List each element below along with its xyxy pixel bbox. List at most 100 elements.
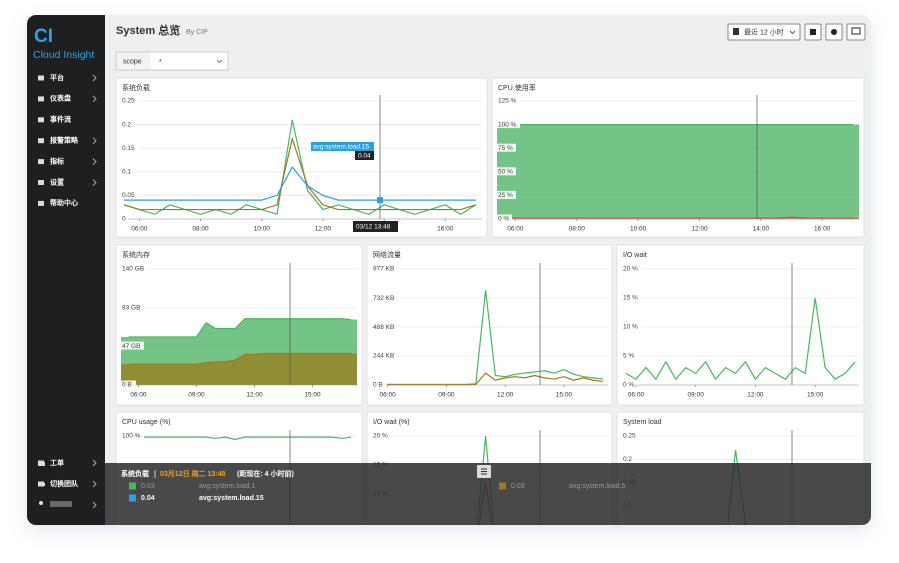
panel-title: I/O wait [623, 252, 647, 259]
series-line [625, 297, 856, 381]
menu-item[interactable]: 仪表盘 [49, 94, 71, 103]
icon [851, 27, 861, 35]
y-tick-label: 20 % [373, 433, 388, 440]
tooltip-name: avg:system.load.15 [313, 144, 369, 151]
x-tick-label: 14:00 [753, 226, 770, 233]
y-tick-label-bg [497, 167, 516, 176]
icon [810, 29, 816, 35]
y-tick-label-bg [622, 431, 641, 440]
logo: CI [34, 26, 53, 47]
scope-value[interactable]: * [159, 59, 162, 66]
legend-swatch [129, 482, 136, 490]
y-tick-label: 0 % [498, 216, 509, 223]
y-tick-label-bg [372, 264, 399, 273]
menu-icon [38, 180, 44, 185]
y-tick-label: 0 [122, 216, 126, 223]
chevron [92, 501, 97, 509]
y-tick-label: 0 % [623, 382, 634, 389]
y-tick-label-bg [622, 380, 637, 389]
y-tick-label-bg [121, 96, 140, 105]
y-tick-label-bg [121, 431, 144, 440]
area-line [500, 216, 853, 219]
x-tick-label: 12:00 [246, 392, 263, 399]
user-name-blurred[interactable] [50, 501, 72, 507]
y-tick-label-bg [372, 351, 399, 360]
chevron [92, 158, 97, 165]
y-tick-label-bg [121, 341, 144, 350]
x-tick-label: 12:00 [315, 226, 332, 233]
legend-name: avg:system.load.1 [199, 483, 256, 490]
y-tick-label-bg [622, 322, 641, 331]
series-line [123, 136, 477, 211]
y-tick-label: 0.2 [122, 121, 131, 128]
y-tick-label: 0.25 [122, 98, 135, 105]
x-tick-label: 10:00 [254, 226, 271, 233]
y-tick-label-bg [497, 214, 512, 223]
page-title: System 总览 [116, 23, 180, 37]
menu-item[interactable]: 事件流 [50, 115, 71, 124]
axis-hover-label: 03/12 13:48 [356, 224, 391, 231]
axis-hover-bg [353, 221, 398, 232]
tv-mode-button[interactable] [846, 23, 866, 41]
y-tick-label-bg [121, 214, 128, 223]
x-tick-label: 06:00 [131, 226, 148, 233]
menu-item[interactable]: 工单 [50, 458, 64, 467]
chevron [216, 59, 223, 64]
legend-name: avg:system.load.5 [569, 483, 626, 490]
y-tick-label-bg [497, 143, 516, 152]
y-tick-label: 15 % [623, 295, 638, 302]
y-tick-label: 140 GB [122, 266, 144, 273]
tooltip-value-bg [355, 151, 374, 160]
menu-item[interactable]: 指标 [50, 156, 64, 165]
y-tick-label: 0 B [122, 382, 132, 389]
x-tick-label: 15:00 [304, 392, 321, 399]
time-range[interactable]: 最近 12 小时 [744, 27, 784, 36]
y-tick-label: 0.15 [122, 145, 135, 152]
y-tick-label: 125 % [498, 98, 517, 105]
y-tick-label: 488 KB [373, 324, 394, 331]
menu-item[interactable]: 报警策略 [50, 136, 79, 145]
y-tick-label-bg [622, 351, 637, 360]
x-tick-label: 06:00 [507, 226, 524, 233]
icon [831, 29, 837, 35]
y-tick-label: 0.1 [122, 169, 131, 176]
time-range-button[interactable] [727, 23, 801, 41]
y-tick-label-bg [121, 303, 144, 312]
x-tick-label: 10:00 [630, 226, 647, 233]
hover-marker [377, 197, 383, 204]
y-tick-label: 0 B [373, 382, 383, 389]
y-tick-label-bg [372, 380, 387, 389]
y-tick-label: 732 KB [373, 295, 394, 302]
window-content: CI Cloud Insight System 总览 By CIP 最近 12 … [27, 15, 871, 525]
y-tick-label-bg [121, 143, 140, 152]
icon [39, 501, 43, 505]
panel-title: 网络流量 [373, 250, 401, 259]
x-tick-label: 12:00 [691, 226, 708, 233]
menu-item[interactable]: 切换团队 [50, 479, 79, 488]
panel-title: I/O wait (%) [373, 419, 410, 426]
y-tick-label: 100 % [498, 121, 517, 128]
scope-label-bg [116, 52, 151, 70]
y-tick-label: 75 % [498, 145, 513, 152]
x-tick-label: 16:00 [437, 226, 454, 233]
y-tick-label: 50 % [498, 169, 513, 176]
y-tick-label-bg [121, 190, 140, 199]
menu-item[interactable]: 平台 [50, 73, 64, 82]
y-tick-label: 20 % [623, 266, 638, 273]
x-tick-label: 08:00 [192, 226, 209, 233]
x-tick-label: 16:00 [814, 226, 831, 233]
panel-title: 系统负载 [122, 83, 150, 92]
y-tick-label: 25 % [498, 192, 513, 199]
menu-item[interactable]: 设置 [50, 177, 64, 186]
plot [497, 95, 859, 220]
x-tick-label: 15:00 [807, 392, 824, 399]
overlay-time: 03月12日 周二 13:48 [160, 469, 225, 478]
y-tick-label: 47 GB [122, 343, 140, 350]
menu-item[interactable]: 帮助中心 [50, 198, 78, 207]
panel-title: CPU 使用率 [498, 83, 536, 92]
area-fill [497, 124, 859, 219]
area-line [128, 352, 352, 365]
x-tick-label: 12:00 [747, 392, 764, 399]
